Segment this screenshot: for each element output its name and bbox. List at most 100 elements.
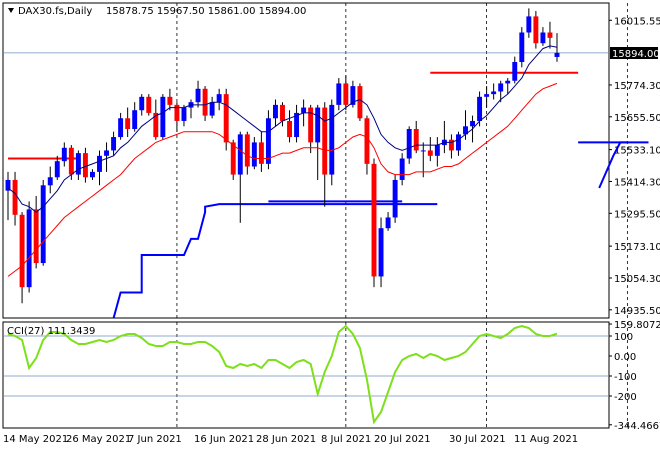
candle-body-70 bbox=[498, 83, 504, 92]
candle-body-51 bbox=[364, 118, 370, 164]
time-label-0: 14 May 2021 bbox=[3, 434, 68, 445]
candle-body-37 bbox=[265, 118, 271, 164]
candle-body-71 bbox=[505, 80, 511, 84]
time-label-2: 7 Jun 2021 bbox=[128, 434, 182, 445]
cci-plot bbox=[7, 324, 558, 425]
candle-body-49 bbox=[350, 86, 356, 105]
candle-body-30 bbox=[216, 94, 222, 103]
price-tick-label-5: 15414.30 bbox=[614, 177, 660, 188]
cci-tick-label-3: -100 bbox=[614, 372, 637, 383]
candle-body-10 bbox=[75, 153, 81, 175]
trailing-stop-line bbox=[112, 203, 438, 319]
price-tick-label-4: 15533.10 bbox=[614, 146, 660, 157]
price-tick-label-9: 14935.50 bbox=[614, 306, 660, 317]
candle-body-31 bbox=[223, 94, 229, 143]
candle-body-27 bbox=[195, 88, 201, 103]
candles bbox=[5, 8, 560, 304]
candle-body-61 bbox=[434, 145, 440, 156]
price-tick-label-8: 15054.30 bbox=[614, 274, 660, 285]
current-price-tag bbox=[610, 47, 658, 59]
candle-body-68 bbox=[484, 94, 490, 97]
time-label-7: 30 Jul 2021 bbox=[449, 434, 506, 445]
candle-body-33 bbox=[237, 134, 243, 175]
candle-body-25 bbox=[181, 107, 187, 121]
candle-body-5 bbox=[40, 185, 46, 264]
candle-body-40 bbox=[287, 120, 293, 138]
candle-body-17 bbox=[125, 118, 131, 129]
moving-average-fast bbox=[7, 45, 558, 213]
candle-body-12 bbox=[89, 171, 95, 178]
candle-body-21 bbox=[153, 112, 159, 138]
candle-body-20 bbox=[146, 96, 152, 113]
collapse-triangle-icon[interactable] bbox=[8, 8, 14, 13]
time-label-5: 8 Jul 2021 bbox=[321, 434, 371, 445]
candle-body-59 bbox=[420, 150, 426, 152]
candle-body-72 bbox=[512, 61, 518, 81]
candle-body-52 bbox=[371, 163, 377, 277]
support-resistance-lines bbox=[8, 71, 649, 319]
candle-body-74 bbox=[526, 16, 532, 33]
candle-body-46 bbox=[329, 104, 335, 175]
price-tick-label-3: 15655.50 bbox=[614, 113, 660, 124]
cci-tick-label-0: 159.8072 bbox=[614, 320, 660, 331]
time-label-8: 11 Aug 2021 bbox=[514, 434, 578, 445]
candle-body-56 bbox=[399, 158, 405, 180]
candle-body-63 bbox=[448, 139, 454, 151]
candle-body-34 bbox=[244, 134, 250, 167]
candle-body-19 bbox=[139, 96, 145, 111]
trailing-stop-line-2 bbox=[598, 141, 649, 189]
candle-body-42 bbox=[301, 107, 307, 113]
moving-averages bbox=[7, 45, 558, 277]
candle-body-22 bbox=[160, 96, 166, 138]
candle-body-18 bbox=[132, 110, 138, 129]
candle-body-15 bbox=[111, 137, 117, 151]
cci-pane bbox=[2, 321, 610, 429]
candle-body-7 bbox=[54, 161, 60, 178]
candle-body-53 bbox=[378, 228, 384, 277]
candle-body-78 bbox=[554, 52, 560, 57]
cci-tick-label-2: 0.00 bbox=[614, 352, 636, 363]
candle-body-47 bbox=[336, 83, 342, 105]
candle-body-64 bbox=[455, 134, 461, 151]
candle-body-11 bbox=[82, 153, 88, 178]
candle-body-57 bbox=[406, 129, 412, 159]
candle-body-6 bbox=[47, 177, 53, 186]
candle-body-48 bbox=[343, 83, 349, 105]
candle-body-60 bbox=[427, 150, 433, 156]
candle-body-9 bbox=[68, 147, 74, 175]
candle-body-3 bbox=[26, 209, 32, 288]
candle-body-54 bbox=[385, 217, 391, 229]
time-label-1: 26 May 2021 bbox=[66, 434, 131, 445]
candle-body-76 bbox=[540, 32, 546, 44]
cci-line bbox=[7, 324, 558, 425]
candle-body-41 bbox=[294, 112, 300, 138]
candle-body-36 bbox=[258, 142, 264, 164]
candle-body-67 bbox=[477, 96, 483, 121]
price-tick-label-2: 15774.30 bbox=[614, 81, 660, 92]
price-tick-label-0: 16015.55 bbox=[614, 16, 660, 27]
candle-body-65 bbox=[463, 126, 468, 135]
candle-body-1 bbox=[12, 179, 18, 215]
symbol-label: DAX30.fs,Daily bbox=[18, 6, 92, 17]
time-label-6: 20 Jul 2021 bbox=[374, 434, 431, 445]
time-label-4: 28 Jun 2021 bbox=[256, 434, 316, 445]
candle-body-58 bbox=[413, 129, 419, 151]
candle-body-73 bbox=[519, 32, 525, 62]
vertical-grid bbox=[176, 3, 628, 428]
candle-body-29 bbox=[209, 102, 215, 116]
cci-label: CCI(27) 111.3439 bbox=[7, 326, 95, 337]
candle-body-50 bbox=[357, 86, 363, 119]
candle-body-24 bbox=[174, 104, 180, 121]
candle-body-43 bbox=[308, 107, 314, 143]
time-label-3: 16 Jun 2021 bbox=[194, 434, 254, 445]
candle-body-4 bbox=[33, 209, 39, 264]
candle-body-55 bbox=[392, 179, 398, 218]
current-price-value: 15894.00 bbox=[612, 49, 660, 60]
candle-body-32 bbox=[230, 142, 236, 175]
candle-body-13 bbox=[97, 155, 102, 172]
candle-body-2 bbox=[19, 214, 25, 288]
price-axis: 16015.55 15774.30 15655.50 15533.10 15414.30… bbox=[609, 16, 660, 317]
